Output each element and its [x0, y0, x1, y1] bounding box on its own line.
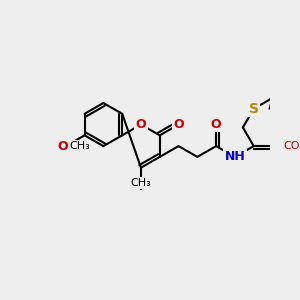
Text: O: O	[211, 118, 221, 131]
Text: COOH: COOH	[283, 141, 300, 151]
Text: O: O	[173, 118, 184, 131]
Text: S: S	[249, 102, 259, 116]
Text: NH: NH	[224, 150, 245, 164]
Text: O: O	[57, 140, 68, 153]
Text: CH₃: CH₃	[69, 141, 90, 151]
Text: O: O	[136, 118, 146, 131]
Text: CH₃: CH₃	[130, 178, 151, 188]
